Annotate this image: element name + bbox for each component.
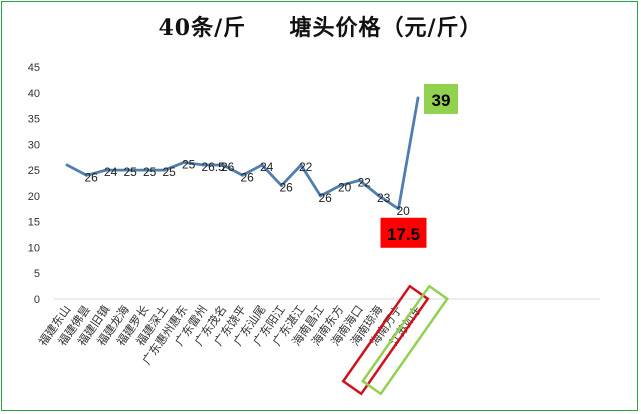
y-tick-label: 10 bbox=[28, 242, 40, 254]
min-value-label: 17.5 bbox=[387, 225, 420, 244]
data-point bbox=[143, 168, 147, 172]
data-point bbox=[241, 173, 244, 177]
data-label: 26 bbox=[319, 191, 333, 205]
series-line bbox=[66, 97, 420, 211]
data-label: 26 bbox=[221, 160, 235, 174]
data-point bbox=[124, 168, 127, 172]
highlight-outline-green bbox=[360, 284, 450, 396]
data-label: 24 bbox=[260, 160, 274, 174]
data-label: 25 bbox=[163, 165, 177, 179]
data-point bbox=[85, 173, 88, 177]
y-tick-label: 0 bbox=[34, 294, 40, 306]
data-label: 20 bbox=[397, 204, 411, 218]
data-label: 24 bbox=[104, 165, 118, 179]
max-value-label: 39 bbox=[432, 91, 451, 110]
y-tick-label: 15 bbox=[28, 217, 40, 229]
chart-title: 40条/斤 塘头价格（元/斤） bbox=[158, 15, 483, 41]
data-point bbox=[358, 179, 361, 182]
data-point bbox=[377, 194, 381, 198]
y-tick-label: 35 bbox=[28, 114, 40, 126]
data-point bbox=[104, 168, 108, 172]
data-label: 23 bbox=[377, 191, 391, 205]
y-tick-label: 30 bbox=[28, 139, 40, 151]
y-tick-label: 45 bbox=[28, 62, 40, 74]
data-point bbox=[221, 163, 225, 167]
data-point bbox=[280, 184, 283, 187]
data-point bbox=[299, 163, 303, 167]
y-tick-label: 5 bbox=[34, 268, 40, 280]
data-point bbox=[65, 163, 69, 167]
data-label: 25 bbox=[182, 157, 196, 171]
data-point bbox=[260, 163, 264, 167]
data-point bbox=[416, 96, 420, 100]
data-point bbox=[202, 163, 205, 167]
data-point bbox=[397, 207, 400, 211]
y-tick-label: 40 bbox=[28, 88, 40, 100]
data-point bbox=[182, 160, 186, 164]
data-label: 25 bbox=[124, 165, 138, 179]
data-label: 26 bbox=[241, 170, 255, 184]
y-tick-label: 20 bbox=[28, 191, 40, 203]
data-label: 26.5 bbox=[202, 160, 226, 174]
data-label: 22 bbox=[299, 160, 313, 174]
highlight-outline-red bbox=[341, 284, 430, 396]
data-label: 20 bbox=[338, 181, 352, 195]
y-tick-label: 25 bbox=[28, 165, 40, 177]
data-label: 26 bbox=[85, 170, 99, 184]
data-label: 26 bbox=[280, 181, 294, 195]
max-value-box bbox=[424, 83, 458, 114]
min-value-box bbox=[380, 217, 427, 248]
data-label: 25 bbox=[143, 165, 157, 179]
data-point bbox=[163, 168, 166, 172]
data-point bbox=[319, 194, 322, 198]
data-label: 22 bbox=[358, 175, 372, 189]
data-point bbox=[338, 184, 342, 187]
